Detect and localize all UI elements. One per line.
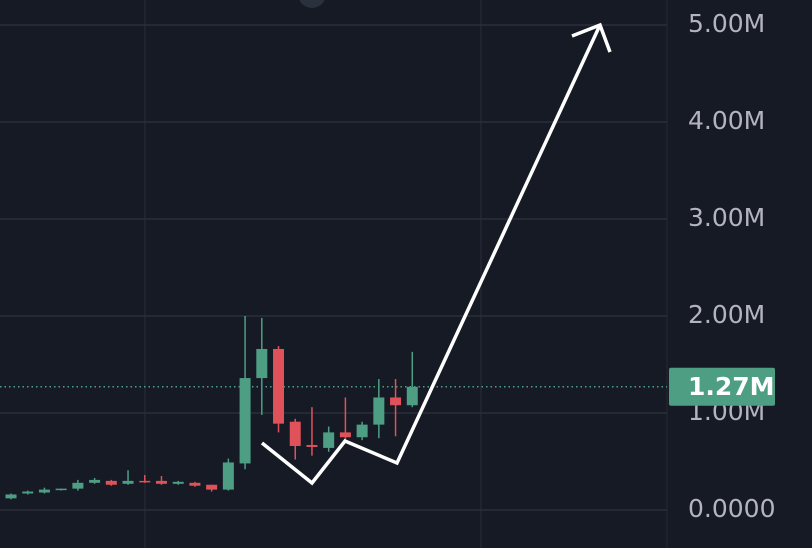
drawn-arrow bbox=[260, 24, 602, 486]
top-button bbox=[299, 0, 325, 8]
candle-body bbox=[89, 479, 101, 483]
candle-body bbox=[306, 444, 318, 447]
candle-body bbox=[206, 484, 218, 490]
candle-body bbox=[55, 488, 67, 491]
candle-body bbox=[356, 424, 368, 438]
candle-body bbox=[339, 432, 351, 438]
candle-body bbox=[256, 348, 268, 379]
candle-body bbox=[289, 421, 301, 446]
candle-body bbox=[105, 480, 117, 485]
price-label-box bbox=[669, 367, 775, 406]
candle-body bbox=[390, 397, 402, 406]
candle-body bbox=[22, 491, 34, 494]
candle-body bbox=[172, 481, 184, 484]
price-label: 1.27M bbox=[688, 372, 775, 401]
arrow-head bbox=[571, 22, 612, 53]
candles bbox=[5, 315, 418, 500]
candle-body bbox=[406, 386, 418, 406]
candle-body bbox=[373, 397, 385, 425]
candle-body bbox=[222, 462, 234, 490]
grid bbox=[0, 24, 667, 511]
candle-body bbox=[122, 480, 134, 484]
candle-body bbox=[323, 432, 335, 448]
candle-body bbox=[189, 482, 201, 486]
y-tick-label: 4.00M bbox=[688, 106, 765, 135]
candle-body bbox=[139, 480, 151, 483]
candle-body bbox=[72, 482, 84, 489]
candle-body bbox=[5, 494, 17, 499]
candle-body bbox=[155, 480, 167, 484]
y-tick-label: 5.00M bbox=[688, 9, 765, 38]
candle-body bbox=[38, 489, 50, 493]
y-tick-label: 2.00M bbox=[688, 300, 765, 329]
candle-body bbox=[273, 348, 285, 424]
candle-body bbox=[239, 378, 251, 464]
y-tick-label: 0.0000 bbox=[688, 494, 775, 523]
y-tick-label: 3.00M bbox=[688, 203, 765, 232]
